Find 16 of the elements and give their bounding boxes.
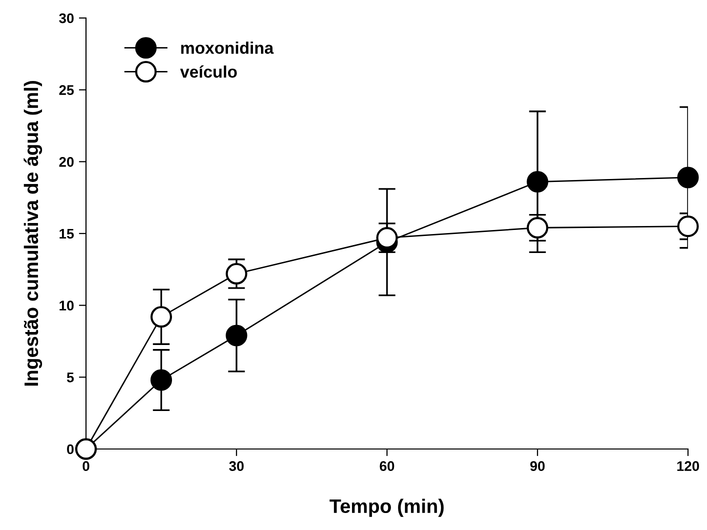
y-tick-label: 0 [67,444,74,454]
y-tick-label: 25 [59,85,74,96]
y-tick-label: 20 [59,157,74,167]
x-tick-label: 60 [380,461,394,472]
x-tick-label: 120 [677,461,700,472]
y-tick-label: 30 [59,13,74,24]
legend-label: veículo [180,65,237,78]
y-tick-label: 5 [66,372,74,382]
legend-label: moxonidina [181,42,274,54]
y-tick-label: 10 [60,300,74,311]
x-axis-title: Tempo (min) [330,498,444,517]
x-tick-label: 30 [229,461,244,472]
x-tick-label: 0 [82,461,90,472]
y-axis-title: Ingestão cumulativa de água (ml) [24,81,42,386]
y-tick-label: 15 [60,228,74,239]
x-tick-label: 90 [530,461,545,472]
